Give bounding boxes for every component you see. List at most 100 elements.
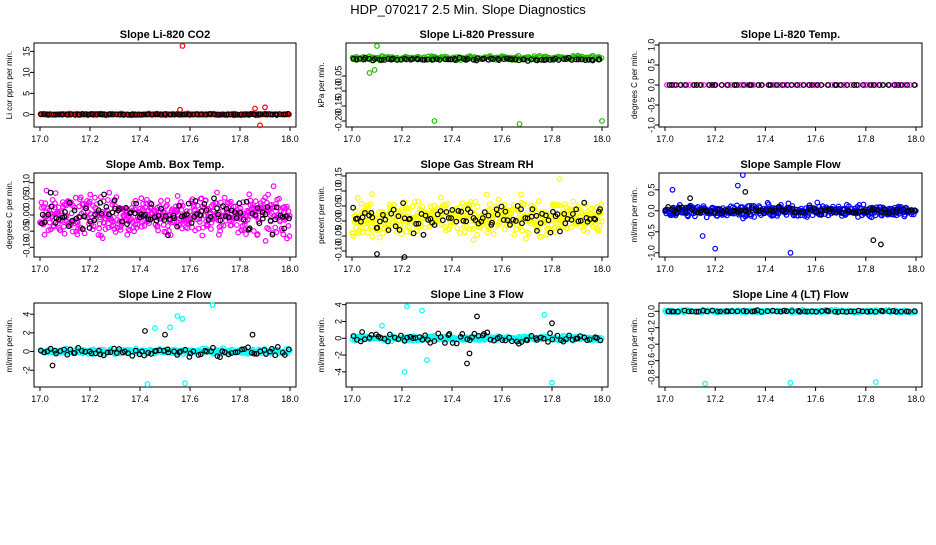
x-tick-label: 17.8 — [231, 134, 249, 144]
x-tick-label: 17.8 — [857, 264, 875, 274]
data-point — [814, 82, 821, 88]
data-point — [364, 229, 371, 236]
x-tick-label: 18.0 — [593, 134, 611, 144]
data-point — [141, 211, 148, 218]
data-point — [38, 220, 45, 227]
data-point — [93, 111, 100, 118]
data-point — [49, 362, 56, 369]
data-point — [81, 213, 88, 220]
x-tick-label: 17.6 — [807, 134, 825, 144]
chart-title: Slope Li-820 Pressure — [420, 29, 535, 41]
data-point — [838, 82, 844, 88]
page-title: HDP_070217 2.5 Min. Slope Diagnostics — [350, 2, 586, 17]
data-point — [904, 82, 910, 88]
data-point — [66, 199, 73, 206]
data-point — [133, 200, 140, 207]
y-tick-label: -0.20 — [333, 111, 343, 132]
chart-panel: Slope Li-820 Temp. 17.0 17.2 17.4 17.6 17.8 18… — [630, 29, 925, 144]
data-point — [76, 111, 83, 118]
data-point — [898, 82, 905, 88]
data-point — [69, 228, 76, 235]
x-tick-label: 17.2 — [706, 264, 724, 274]
x-tick-label: 18.0 — [907, 264, 925, 274]
data-point — [153, 217, 160, 224]
data-point — [274, 344, 281, 350]
y-tick-label: 2 — [333, 319, 343, 324]
chart-panel: Slope Line 2 Flow 17.0 17.2 17.4 17.6 17.8 18.… — [5, 289, 299, 404]
chart-title: Slope Gas Stream RH — [420, 159, 533, 171]
data-point — [179, 225, 186, 232]
data-point — [285, 222, 292, 229]
data-point — [354, 194, 361, 201]
data-point — [152, 111, 159, 118]
data-point — [38, 111, 44, 118]
data-point — [442, 56, 449, 63]
data-point — [462, 229, 468, 236]
data-point — [870, 237, 877, 244]
data-point — [911, 82, 918, 88]
data-point — [699, 233, 706, 239]
data-point — [731, 82, 738, 88]
data-point — [111, 226, 118, 232]
y-tick-label: -1.0 — [646, 117, 656, 133]
y-tick-label: -0.10 — [333, 81, 343, 102]
plot-frame — [33, 42, 297, 128]
data-point — [109, 209, 116, 216]
data-point — [677, 82, 684, 88]
y-tick-label: 0.5 — [646, 184, 656, 197]
x-tick-label: 17.2 — [81, 264, 99, 274]
y-tick-label: -0.10 — [21, 237, 31, 258]
data-point — [252, 105, 258, 112]
data-point — [109, 111, 116, 118]
data-point — [142, 328, 148, 334]
x-tick-label: 17.8 — [857, 134, 875, 144]
data-point — [438, 194, 444, 201]
data-point — [759, 82, 765, 88]
data-point — [526, 230, 532, 237]
chart-title: Slope Amb. Box Temp. — [106, 159, 225, 171]
data-point — [767, 82, 774, 88]
data-point — [185, 200, 192, 207]
x-tick-label: 17.8 — [543, 264, 561, 274]
data-point — [272, 224, 279, 231]
data-point — [129, 111, 136, 117]
data-point — [371, 67, 378, 73]
data-point — [474, 231, 481, 238]
x-tick-label: 17.0 — [656, 394, 674, 404]
data-point — [781, 82, 788, 88]
data-point — [388, 56, 395, 63]
data-point — [143, 196, 150, 203]
data-point — [524, 58, 531, 64]
data-point — [262, 104, 268, 111]
data-point — [666, 82, 673, 88]
data-point — [431, 118, 438, 124]
data-point — [196, 218, 203, 225]
data-point — [252, 111, 259, 118]
data-point — [250, 202, 256, 208]
x-tick-label: 17.4 — [131, 134, 149, 144]
data-point — [99, 111, 106, 118]
data-point — [350, 56, 357, 62]
data-point — [170, 111, 177, 118]
data-point — [504, 55, 510, 62]
data-point — [62, 208, 68, 215]
data-point — [141, 222, 148, 229]
data-point — [176, 202, 183, 209]
data-point — [152, 325, 158, 332]
data-point — [162, 331, 168, 338]
data-point — [880, 82, 886, 88]
data-point — [220, 222, 227, 229]
data-point — [116, 111, 123, 118]
data-point — [101, 191, 107, 198]
y-tick-label: 0.10 — [21, 174, 31, 192]
data-point — [71, 207, 78, 214]
data-point — [273, 111, 280, 118]
data-point — [734, 182, 741, 189]
x-tick-label: 17.0 — [343, 264, 361, 274]
data-point — [549, 320, 555, 327]
data-point — [252, 198, 259, 205]
x-tick-label: 17.4 — [131, 264, 149, 274]
data-point — [490, 230, 497, 237]
x-tick-label: 18.0 — [281, 264, 299, 274]
data-point — [61, 230, 68, 237]
